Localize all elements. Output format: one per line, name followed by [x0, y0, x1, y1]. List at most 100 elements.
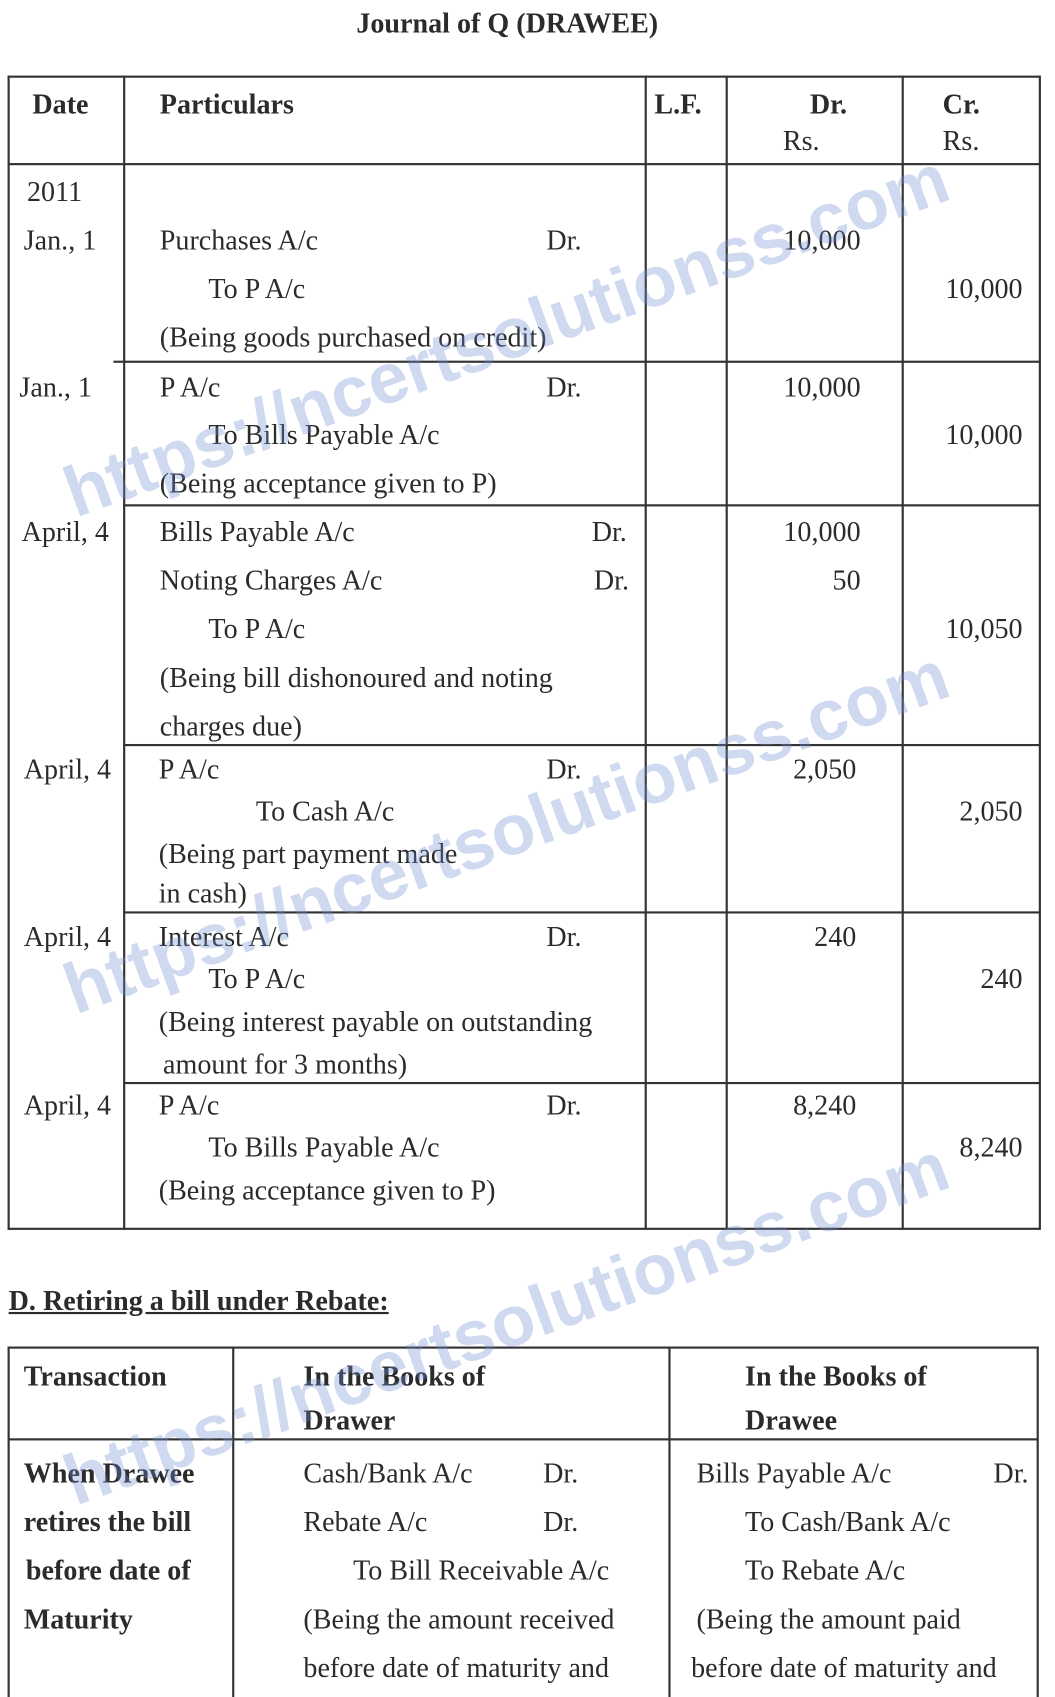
transaction-text: Maturity: [23, 1603, 133, 1635]
cr-amount: 10,000: [945, 418, 1023, 451]
divider: [232, 1346, 235, 1697]
divider: [7, 1227, 1040, 1230]
header-cr: Cr.: [942, 88, 980, 120]
dr-amount: 50: [832, 564, 861, 597]
cr-amount: 2,050: [959, 795, 1023, 828]
entry-line: To P A/c: [208, 963, 306, 995]
header-drawee: In the Books of: [745, 1360, 927, 1392]
narration: (Being acceptance given to P): [158, 1174, 496, 1207]
divider: [7, 1346, 10, 1697]
header-dr-unit: Rs.: [782, 125, 820, 157]
divider: [123, 504, 1040, 507]
drawee-line: before date of maturity and: [691, 1652, 997, 1684]
drawee-line: Bills Payable A/c: [696, 1457, 892, 1490]
entry-line: P A/c: [158, 753, 220, 786]
drawer-line: Rebate A/c: [303, 1506, 428, 1538]
dr-mark: Dr.: [546, 753, 582, 786]
divider: [668, 1346, 671, 1697]
cr-amount: 8,240: [959, 1131, 1023, 1163]
entry-line: To Bills Payable A/c: [208, 1131, 440, 1163]
header-lf: L.F.: [654, 88, 702, 120]
drawee-line: To Rebate A/c: [745, 1554, 906, 1587]
entry-date: April, 4: [23, 1089, 112, 1121]
narration: (Being part payment made: [158, 837, 458, 870]
entry-date: April, 4: [23, 921, 112, 953]
transaction-text: When Drawee: [23, 1457, 195, 1490]
dr-amount: 10,000: [783, 224, 861, 256]
divider: [7, 75, 1040, 78]
divider: [113, 360, 1040, 363]
entry-date: Jan., 1: [23, 224, 97, 256]
divider: [7, 1438, 1039, 1441]
header-drawer: In the Books of: [303, 1360, 486, 1392]
dr-amount: 8,240: [793, 1089, 857, 1121]
header-dr: Dr.: [809, 88, 848, 120]
divider: [725, 75, 728, 1230]
divider: [123, 743, 1040, 747]
divider: [7, 75, 10, 1230]
entry-date: Jan., 1: [19, 371, 92, 403]
narration: (Being bill dishonoured and noting: [159, 661, 553, 694]
narration: amount for 3 months): [163, 1048, 408, 1080]
entry-date: April, 4: [21, 516, 109, 548]
cr-amount: 10,000: [945, 273, 1023, 305]
header-cr-unit: Rs.: [942, 125, 980, 157]
dr-mark: Dr.: [546, 371, 582, 403]
divider: [901, 75, 904, 1230]
dr-amount: 10,000: [783, 516, 861, 548]
drawer-line: before date of maturity and: [303, 1652, 610, 1684]
cr-amount: 240: [980, 963, 1023, 995]
header-particulars: Particulars: [159, 88, 294, 120]
header-drawer: Drawer: [303, 1404, 396, 1437]
divider: [7, 163, 1040, 166]
entry-line: P A/c: [159, 371, 221, 403]
divider: [644, 75, 647, 1230]
entry-line: To Bills Payable A/c: [208, 418, 440, 451]
dr-mark: Dr.: [993, 1457, 1029, 1490]
narration: in cash): [158, 877, 247, 910]
dr-mark: Dr.: [546, 224, 582, 256]
divider: [123, 75, 126, 1230]
entry-line: To Cash A/c: [255, 795, 395, 828]
dr-mark: Dr.: [593, 564, 629, 597]
page-title: Journal of Q (DRAWEE): [356, 7, 659, 39]
dr-mark: Dr.: [543, 1457, 579, 1490]
header-drawee: Drawee: [745, 1404, 838, 1437]
header-transaction: Transaction: [23, 1360, 167, 1392]
year: 2011: [26, 176, 83, 208]
divider: [123, 1081, 1040, 1085]
dr-mark: Dr.: [543, 1506, 579, 1538]
cr-amount: 10,050: [945, 613, 1023, 645]
dr-mark: Dr.: [546, 1089, 582, 1121]
entry-line: To P A/c: [208, 273, 306, 305]
drawee-line: To Cash/Bank A/c: [745, 1506, 951, 1538]
entry-date: April, 4: [23, 753, 112, 786]
narration: (Being acceptance given to P): [159, 467, 497, 499]
header-date: Date: [32, 88, 89, 120]
entry-line: Interest A/c: [158, 921, 289, 953]
drawer-line: To Bill Receivable A/c: [353, 1554, 610, 1587]
section-heading: D. Retiring a bill under Rebate:: [8, 1284, 389, 1317]
dr-amount: 240: [814, 921, 857, 953]
divider: [1036, 1346, 1039, 1697]
drawer-line: Cash/Bank A/c: [303, 1457, 473, 1490]
entry-line: To P A/c: [208, 613, 306, 645]
dr-amount: 2,050: [793, 753, 857, 786]
entry-line: Noting Charges A/c: [159, 564, 383, 597]
transaction-text: before date of: [25, 1554, 191, 1587]
narration: (Being interest payable on outstanding: [158, 1006, 593, 1038]
dr-mark: Dr.: [591, 516, 627, 548]
entry-line: P A/c: [158, 1089, 220, 1121]
narration: charges due): [159, 710, 302, 742]
divider: [7, 1346, 1039, 1349]
drawer-line: (Being the amount received: [303, 1603, 615, 1635]
dr-mark: Dr.: [546, 921, 582, 953]
drawee-line: (Being the amount paid: [696, 1603, 961, 1635]
entry-line: Purchases A/c: [159, 224, 319, 256]
transaction-text: retires the bill: [23, 1506, 192, 1538]
entry-line: Bills Payable A/c: [159, 516, 355, 548]
divider: [1038, 75, 1041, 1230]
narration: (Being goods purchased on credit): [159, 321, 547, 354]
divider: [123, 911, 1040, 914]
